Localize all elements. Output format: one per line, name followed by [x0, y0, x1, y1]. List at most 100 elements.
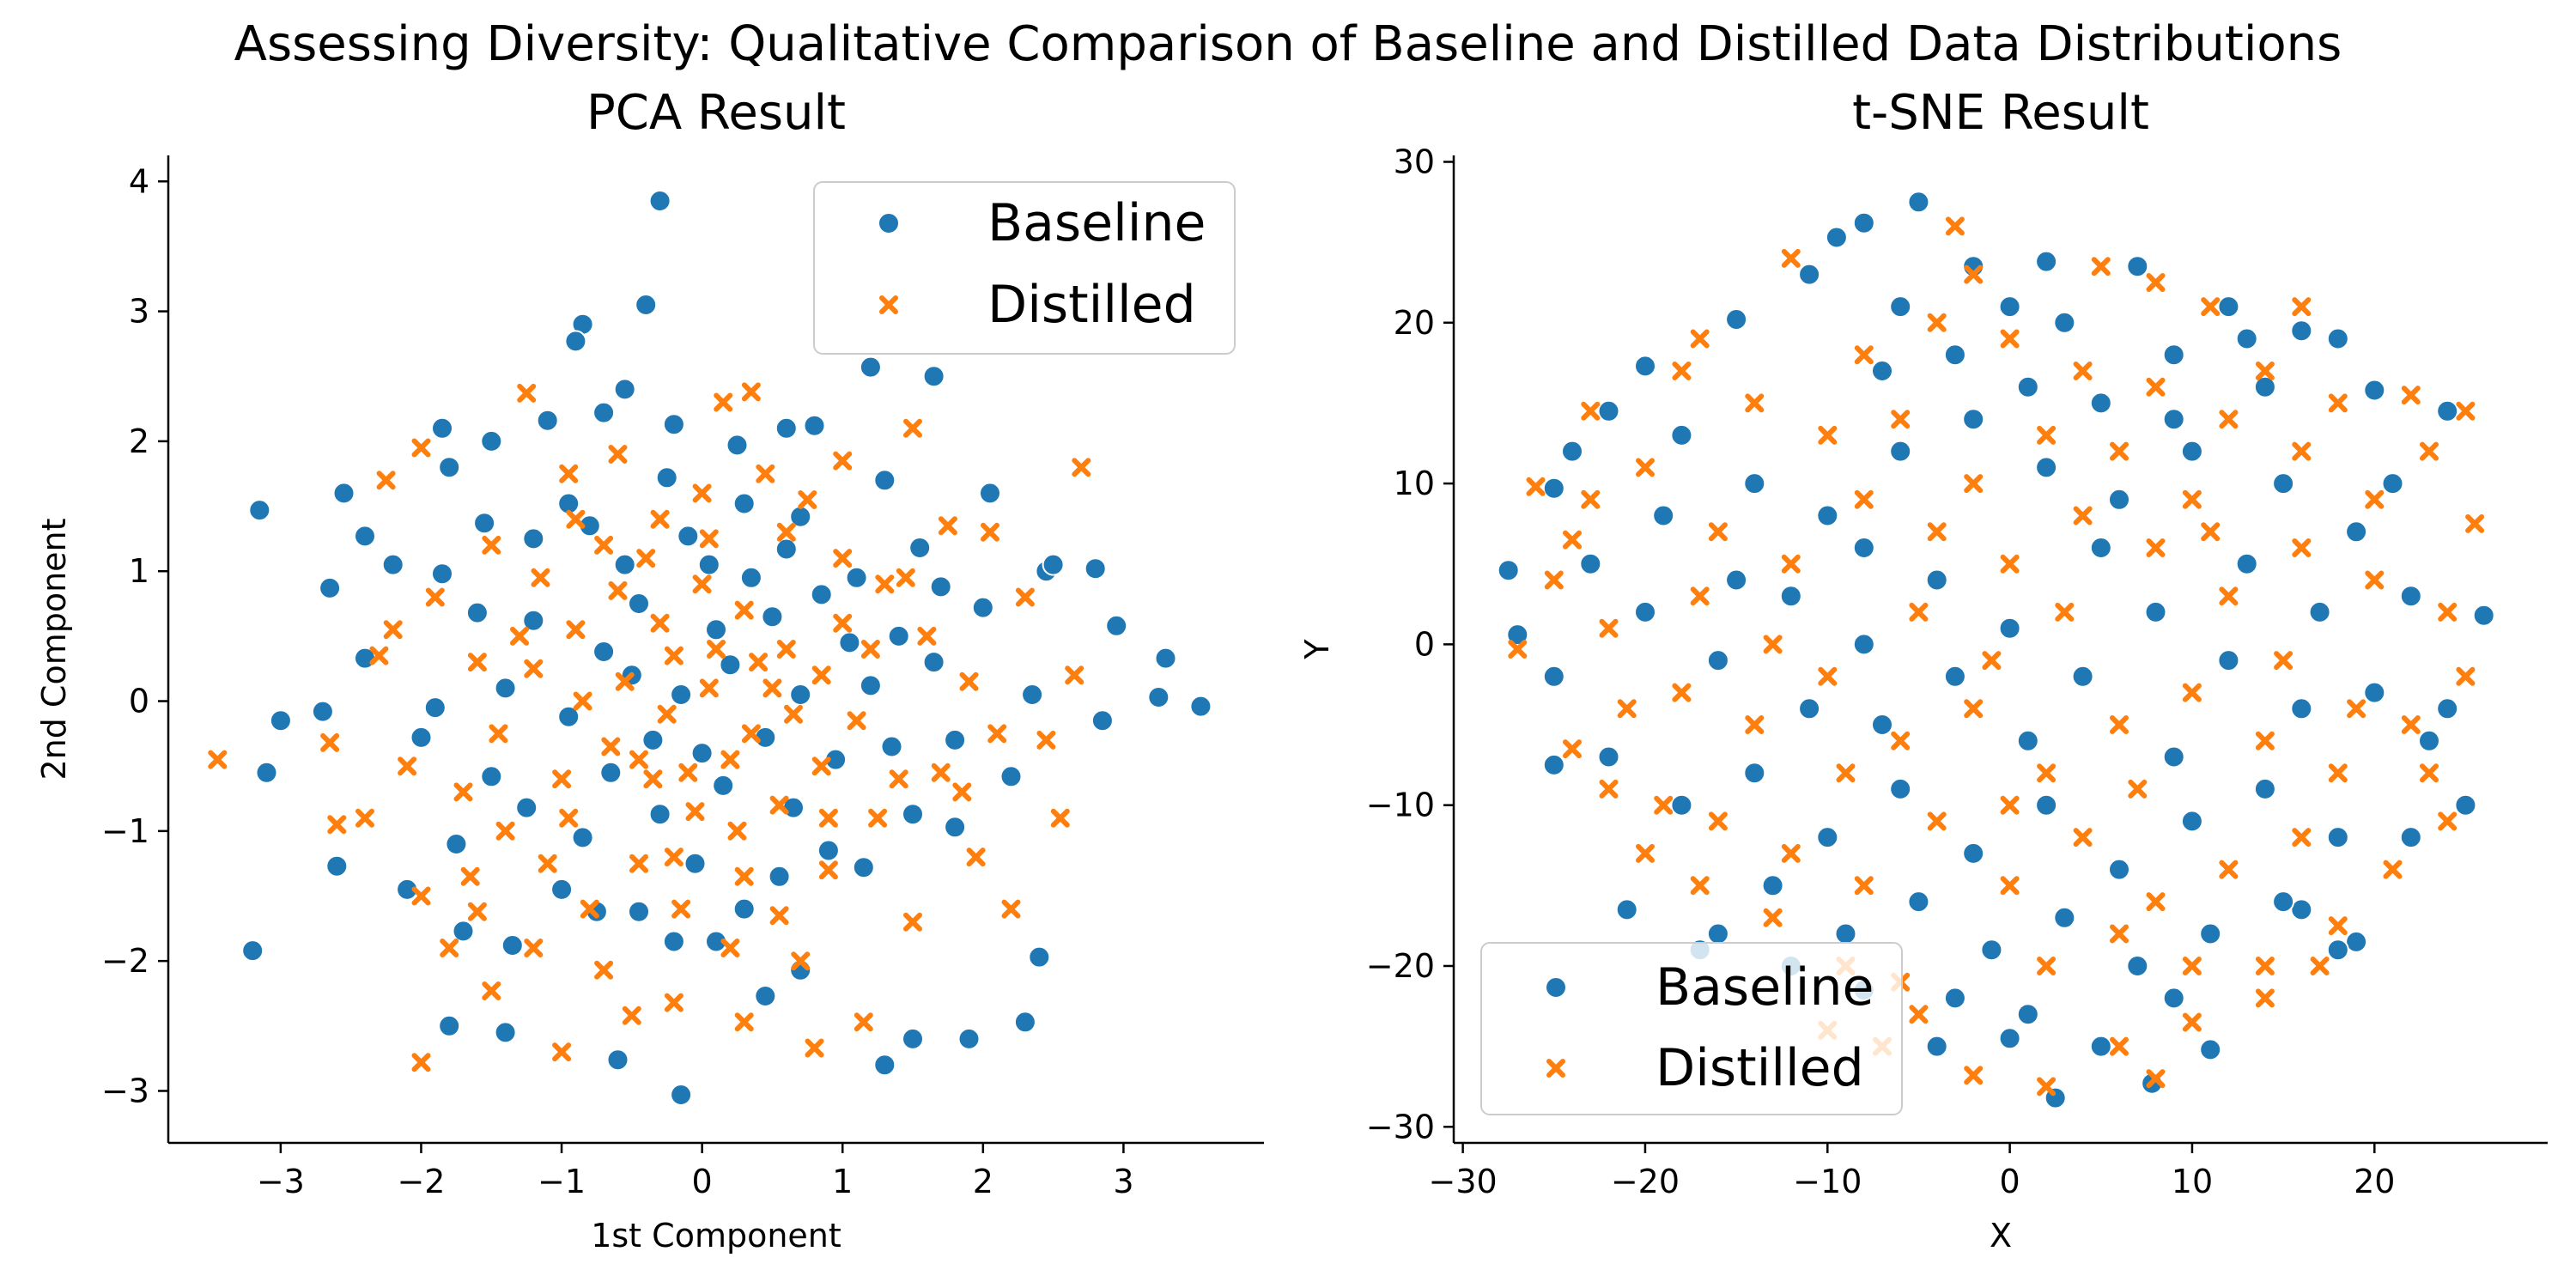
tsne-legend-baseline-marker [1545, 976, 1567, 999]
tsne-distilled-point [1599, 618, 1619, 638]
tsne-baseline-point [2363, 379, 2386, 402]
pca-distilled-point [629, 854, 648, 873]
pca-distilled-point [833, 549, 853, 568]
pca-baseline-point [431, 562, 453, 586]
tsne-baseline-point [2199, 922, 2222, 945]
tsne-baseline-point [1925, 1035, 1948, 1058]
pca-distilled-point [552, 769, 572, 789]
pca-distilled-point [720, 750, 740, 769]
tsne-distilled-point [2146, 892, 2166, 912]
tsne-distilled-point [2201, 522, 2221, 542]
pca-x-axis-label: 1st Component [591, 1217, 841, 1255]
pca-baseline-point [803, 414, 826, 437]
pca-baseline-point [480, 765, 503, 788]
pca-baseline-point [845, 566, 868, 589]
tsne-baseline-point [1852, 633, 1875, 656]
pca-distilled-point [608, 445, 628, 464]
pca-y-tick-label: 1 [129, 552, 149, 590]
tsne-baseline-point [1579, 552, 1602, 575]
tsne-distilled-point [2255, 988, 2275, 1008]
tsne-distilled-point [2328, 393, 2348, 413]
pca-distilled-point [714, 392, 733, 412]
tsne-distilled-point [2255, 361, 2275, 380]
pca-baseline-point [732, 492, 756, 515]
tsne-baseline-point [2108, 488, 2130, 511]
pca-distilled-point [524, 659, 544, 678]
pca-baseline-point [445, 833, 468, 855]
pca-baseline-point [908, 537, 932, 559]
tsne-baseline-point [2199, 1038, 2222, 1061]
tsne-distilled-point [1854, 876, 1874, 896]
tsne-baseline-point [2162, 987, 2185, 1010]
pca-distilled-point [467, 653, 487, 672]
tsne-x-tick-label: 10 [2172, 1163, 2213, 1200]
tsne-distilled-point [2037, 1077, 2057, 1097]
pca-distilled-point [734, 1012, 754, 1032]
tsne-distilled-point [1745, 393, 1765, 413]
pca-y-tick-label: −2 [101, 942, 149, 980]
tsne-distilled-point [1891, 731, 1911, 750]
tsne-distilled-point [2182, 489, 2202, 509]
pca-baseline-point [592, 641, 616, 663]
tsne-legend: Baseline Distilled [1480, 942, 1903, 1115]
tsne-baseline-point [2290, 898, 2313, 921]
pca-baseline-point [564, 330, 587, 353]
pca-distilled-point [552, 1042, 572, 1062]
tsne-baseline-point [1943, 987, 1966, 1010]
tsne-distilled-point [2292, 538, 2312, 557]
tsne-baseline-point [1962, 408, 1985, 431]
pca-baseline-point [922, 365, 945, 388]
tsne-baseline-point [1889, 777, 1912, 800]
tsne-y-tick-label: 30 [1394, 143, 1435, 180]
pca-distilled-point [981, 522, 999, 542]
pca-distilled-point [720, 939, 740, 957]
tsne-baseline-point [1542, 753, 1565, 776]
pca-y-axis-label: 2nd Component [35, 518, 73, 780]
pca-baseline-point [628, 592, 650, 615]
tsne-distilled-point [1854, 345, 1874, 365]
pca-y-tick-label: −3 [101, 1072, 149, 1109]
pca-baseline-point [480, 429, 503, 453]
tsne-baseline-point [1871, 360, 1893, 382]
pca-distilled-point [657, 704, 677, 724]
tsne-distilled-point [1964, 474, 1984, 494]
tsne-title: t-SNE Result [1852, 85, 2149, 141]
pca-baseline-point [902, 1027, 924, 1050]
pca-distilled-point [707, 640, 726, 659]
pca-distilled-point [594, 960, 614, 980]
tsne-distilled-point [2146, 1069, 2166, 1089]
tsne-baseline-point [2035, 456, 2058, 479]
tsne-distilled-point [2146, 377, 2166, 397]
tsne-baseline-point [2272, 890, 2295, 914]
pca-baseline-point [410, 726, 433, 749]
pca-baseline-point [810, 583, 833, 606]
pca-distilled-point [664, 993, 683, 1012]
pca-baseline-point [599, 761, 623, 784]
tsne-distilled-point [2219, 586, 2239, 606]
tsne-baseline-point [1670, 793, 1693, 817]
tsne-baseline-point [1925, 568, 1948, 592]
tsne-distilled-point [2182, 957, 2202, 975]
pca-distilled-point [818, 860, 838, 880]
tsne-distilled-point [1964, 699, 1984, 719]
tsne-baseline-point [1889, 295, 1912, 319]
pca-distilled-point [425, 587, 445, 607]
pca-baseline-point [957, 1027, 981, 1050]
tsne-distilled-point [2037, 957, 2057, 975]
pca-baseline-point [922, 651, 945, 674]
tsne-distilled-point [2037, 763, 2057, 783]
pca-distilled-point [566, 620, 586, 640]
tsne-baseline-point [1852, 211, 1875, 234]
tsne-distilled-point [1581, 489, 1601, 509]
pca-distilled-point [383, 620, 403, 640]
pca-baseline-point [662, 930, 685, 953]
tsne-baseline-point [1597, 399, 1620, 422]
pca-distilled-point [959, 671, 979, 691]
pca-baseline-point [522, 527, 545, 550]
tsne-legend-box [1480, 942, 1903, 1115]
tsne-distilled-point [2401, 386, 2421, 405]
pca-distilled-point [734, 600, 754, 620]
tsne-distilled-point [2219, 860, 2239, 879]
pca-baseline-point [332, 482, 355, 505]
